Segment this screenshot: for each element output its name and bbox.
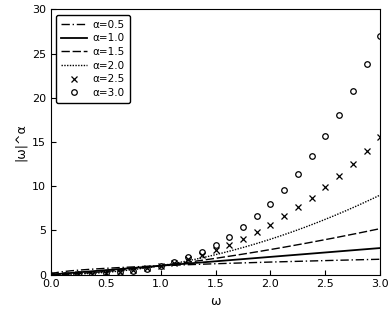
α=2.5 <box>90 272 94 276</box>
α=2.5 <box>323 185 328 189</box>
α=2.5 <box>186 257 191 261</box>
α=0.5 <box>250 261 255 265</box>
α=2.0 <box>50 273 54 276</box>
α=3.0 <box>131 269 136 273</box>
α=1.0 <box>347 249 352 252</box>
α=3.0 <box>49 273 53 276</box>
α=0.5 <box>49 273 53 276</box>
α=1.0 <box>326 250 331 254</box>
α=3.0 <box>213 243 218 246</box>
α=1.0 <box>245 257 249 261</box>
α=2.5 <box>254 230 259 234</box>
α=3.0 <box>158 264 163 268</box>
α=2.5 <box>145 266 149 270</box>
α=3.0 <box>145 267 149 271</box>
α=2.5 <box>378 135 383 139</box>
α=2.5 <box>200 253 204 257</box>
α=1.5 <box>50 273 54 276</box>
α=3.0 <box>282 188 287 192</box>
α=2.0 <box>378 193 383 197</box>
α=3.0 <box>323 134 328 138</box>
α=2.5 <box>241 237 245 241</box>
α=3.0 <box>268 202 273 206</box>
α=2.0 <box>49 273 53 276</box>
α=3.0 <box>350 89 355 93</box>
α=2.5 <box>350 162 355 166</box>
α=3.0 <box>62 273 67 276</box>
α=0.5 <box>245 261 249 265</box>
α=2.0 <box>245 245 249 248</box>
α=2.5 <box>296 206 300 209</box>
Line: α=2.0: α=2.0 <box>51 195 380 275</box>
α=1.0 <box>378 246 383 250</box>
X-axis label: ω: ω <box>211 295 221 308</box>
α=3.0 <box>241 225 245 229</box>
α=2.5 <box>282 214 287 218</box>
α=2.5 <box>49 273 53 276</box>
α=3.0 <box>254 214 259 218</box>
α=3.0 <box>378 34 383 38</box>
α=2.5 <box>337 174 341 178</box>
α=2.0 <box>250 243 255 246</box>
α=2.5 <box>131 268 136 272</box>
α=3.0 <box>172 260 177 264</box>
α=2.5 <box>62 273 67 276</box>
α=3.0 <box>103 271 108 275</box>
α=0.5 <box>378 257 383 261</box>
α=0.5 <box>50 272 54 275</box>
α=2.5 <box>103 271 108 275</box>
α=3.0 <box>90 272 94 276</box>
α=2.5 <box>76 272 81 276</box>
α=2.5 <box>309 196 314 200</box>
α=2.5 <box>227 243 232 247</box>
Line: α=0.5: α=0.5 <box>51 259 380 275</box>
Legend: α=0.5, α=1.0, α=1.5, α=2.0, α=2.5, α=3.0: α=0.5, α=1.0, α=1.5, α=2.0, α=2.5, α=3.0 <box>56 15 130 103</box>
α=2.5 <box>117 270 122 274</box>
Line: α=3.0: α=3.0 <box>48 33 383 277</box>
α=1.5 <box>49 273 53 276</box>
α=1.5 <box>250 251 255 255</box>
α=2.5 <box>268 223 273 227</box>
α=1.0 <box>243 257 248 261</box>
α=0.5 <box>326 259 331 262</box>
α=2.5 <box>364 149 369 153</box>
Line: α=1.0: α=1.0 <box>51 248 380 275</box>
Line: α=2.5: α=2.5 <box>48 134 383 277</box>
α=3.0 <box>117 271 122 274</box>
α=3.0 <box>227 235 232 238</box>
α=2.0 <box>243 245 248 249</box>
α=3.0 <box>76 273 81 276</box>
α=2.5 <box>158 264 163 268</box>
α=0.5 <box>347 258 352 262</box>
α=1.0 <box>250 256 255 260</box>
α=1.5 <box>347 233 352 237</box>
α=1.5 <box>245 251 249 255</box>
α=3.0 <box>200 250 204 253</box>
α=3.0 <box>309 154 314 158</box>
α=2.5 <box>213 248 218 252</box>
α=3.0 <box>186 256 191 259</box>
Line: α=1.5: α=1.5 <box>51 229 380 275</box>
α=1.0 <box>49 273 53 276</box>
α=3.0 <box>337 113 341 117</box>
α=1.5 <box>326 237 331 241</box>
α=2.5 <box>172 261 177 265</box>
Y-axis label: |ω|^α: |ω|^α <box>13 123 26 161</box>
α=1.0 <box>50 273 54 276</box>
α=2.0 <box>347 207 352 211</box>
α=2.0 <box>326 216 331 220</box>
α=1.5 <box>243 252 248 256</box>
α=1.5 <box>378 227 383 231</box>
α=3.0 <box>296 172 300 176</box>
α=0.5 <box>243 261 248 265</box>
α=3.0 <box>364 63 369 66</box>
